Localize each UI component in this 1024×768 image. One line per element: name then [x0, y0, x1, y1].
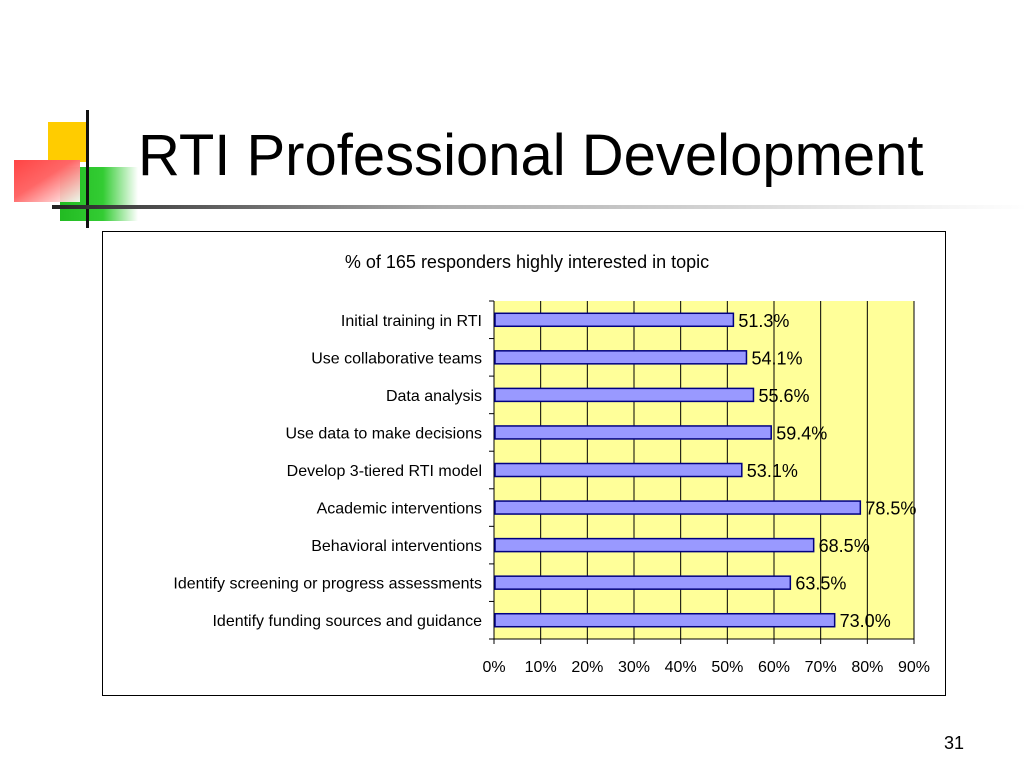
category-label: Identify funding sources and guidance — [212, 613, 482, 630]
bar — [494, 387, 755, 403]
x-tick-label: 20% — [571, 659, 603, 676]
category-label: Behavioral interventions — [311, 538, 482, 555]
data-label: 54.1% — [751, 348, 802, 368]
bar — [494, 462, 743, 478]
x-tick-label: 80% — [851, 659, 883, 676]
data-label: 55.6% — [758, 386, 809, 406]
data-label: 78.5% — [865, 499, 916, 519]
category-labels: Initial training in RTI Use collaborative… — [173, 313, 482, 630]
bars — [494, 312, 862, 628]
slide-title: RTI Professional Development — [138, 123, 924, 188]
category-label: Develop 3-tiered RTI model — [287, 463, 482, 480]
x-tick-label: 50% — [711, 659, 743, 676]
bar — [494, 350, 748, 365]
decor-yellow-square — [48, 122, 88, 162]
data-label: 53.1% — [747, 461, 798, 481]
category-label: Identify screening or progress assessmen… — [173, 576, 482, 593]
x-tick-label: 70% — [805, 659, 837, 676]
bar — [494, 575, 792, 590]
bar — [494, 312, 735, 328]
decor-vertical-line — [86, 110, 89, 228]
x-tick-labels: 0% 10% 20% 30% 40% 50% 60% 70% 80% 90% — [482, 659, 930, 676]
x-tick-label: 90% — [898, 659, 930, 676]
category-label: Initial training in RTI — [341, 313, 482, 330]
category-label: Academic interventions — [317, 501, 482, 518]
decor-horizontal-line — [52, 205, 1024, 209]
x-tick-label: 60% — [758, 659, 790, 676]
chart-title: % of 165 responders highly interested in… — [345, 252, 709, 272]
data-label: 63.5% — [795, 574, 846, 594]
data-label: 68.5% — [819, 536, 870, 556]
chart-frame: % of 165 responders highly interested in… — [102, 231, 946, 696]
x-tick-label: 10% — [525, 659, 557, 676]
data-label: 51.3% — [738, 311, 789, 331]
x-tick-label: 40% — [665, 659, 697, 676]
data-label: 73.0% — [840, 611, 891, 631]
x-tick-label: 30% — [618, 659, 650, 676]
bar — [494, 537, 815, 553]
category-label: Use collaborative teams — [311, 350, 482, 367]
data-label: 59.4% — [776, 423, 827, 443]
bar-chart: % of 165 responders highly interested in… — [173, 252, 930, 676]
bar — [494, 500, 862, 515]
category-label: Data analysis — [386, 388, 482, 405]
category-label: Use data to make decisions — [285, 425, 482, 442]
bar — [494, 425, 772, 440]
x-tick-label: 0% — [482, 659, 505, 676]
page-number: 31 — [943, 733, 964, 753]
data-labels: 51.3% 54.1% 55.6% 59.4% 53.1% 78.5% 68.5% 63.5%… — [738, 311, 916, 631]
decor-red-square — [14, 160, 80, 202]
bar — [494, 612, 836, 628]
